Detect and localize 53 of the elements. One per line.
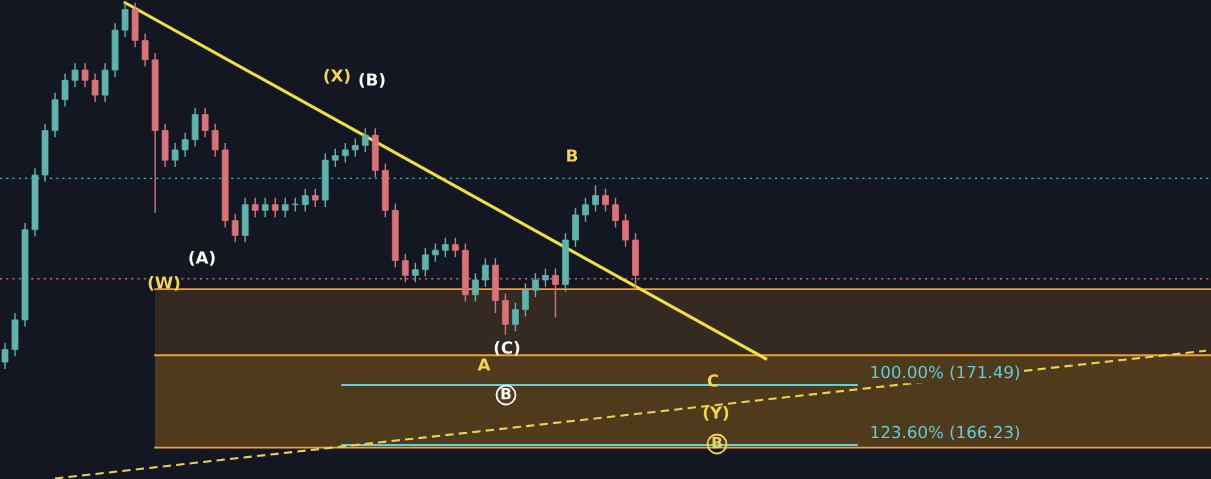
ref-line-label: 123.60% (166.23) <box>871 425 1020 441</box>
candlestick <box>602 187 609 213</box>
candlestick <box>121 2 129 38</box>
candlestick <box>251 197 259 218</box>
candlestick <box>341 142 349 164</box>
candlestick <box>71 62 79 88</box>
candlestick <box>622 213 629 248</box>
candlestick <box>81 62 89 88</box>
candlestick <box>91 72 99 103</box>
annotation: (A) <box>189 250 215 266</box>
candlestick <box>211 122 219 158</box>
annotation: (W) <box>148 275 180 291</box>
annotation: (B) <box>359 72 385 88</box>
annotation: C <box>707 374 719 387</box>
annotation: (X) <box>324 68 350 84</box>
candlestick <box>482 257 489 288</box>
candlestick <box>442 237 449 258</box>
candlestick <box>532 272 539 298</box>
candlestick <box>422 247 429 278</box>
candlestick <box>401 253 409 283</box>
candlestick <box>502 292 509 336</box>
candlestick <box>472 272 479 303</box>
annotation: B <box>567 149 578 162</box>
candlestick <box>411 262 419 283</box>
candlestick <box>432 242 439 263</box>
candlestick <box>281 197 289 218</box>
annotation: A <box>477 358 491 371</box>
candlestick <box>351 137 359 158</box>
annotation: (C) <box>494 340 520 356</box>
candlestick <box>181 132 189 158</box>
candlestick <box>271 197 279 218</box>
ref-line-label: 100.00% (171.49) <box>871 365 1020 381</box>
annotation: (Y) <box>703 405 729 421</box>
candlestick <box>61 72 69 108</box>
candlestick <box>592 184 599 213</box>
candlestick <box>612 197 619 229</box>
candlestick <box>231 213 239 243</box>
candlestick <box>1 341 9 370</box>
candlestick <box>552 267 559 319</box>
candlestick <box>361 127 369 153</box>
candlestick <box>301 187 309 213</box>
candlestick <box>522 282 529 318</box>
candlestick <box>171 142 179 168</box>
candlestick <box>311 187 319 208</box>
candlestick <box>331 148 339 168</box>
candlestick <box>261 197 269 218</box>
candlestick <box>201 106 209 139</box>
candlestick <box>452 237 459 258</box>
candlestick <box>512 302 519 332</box>
candlestick <box>582 197 589 223</box>
annotation: B <box>501 388 511 400</box>
candlestick <box>542 267 549 288</box>
candlestick <box>141 32 149 68</box>
